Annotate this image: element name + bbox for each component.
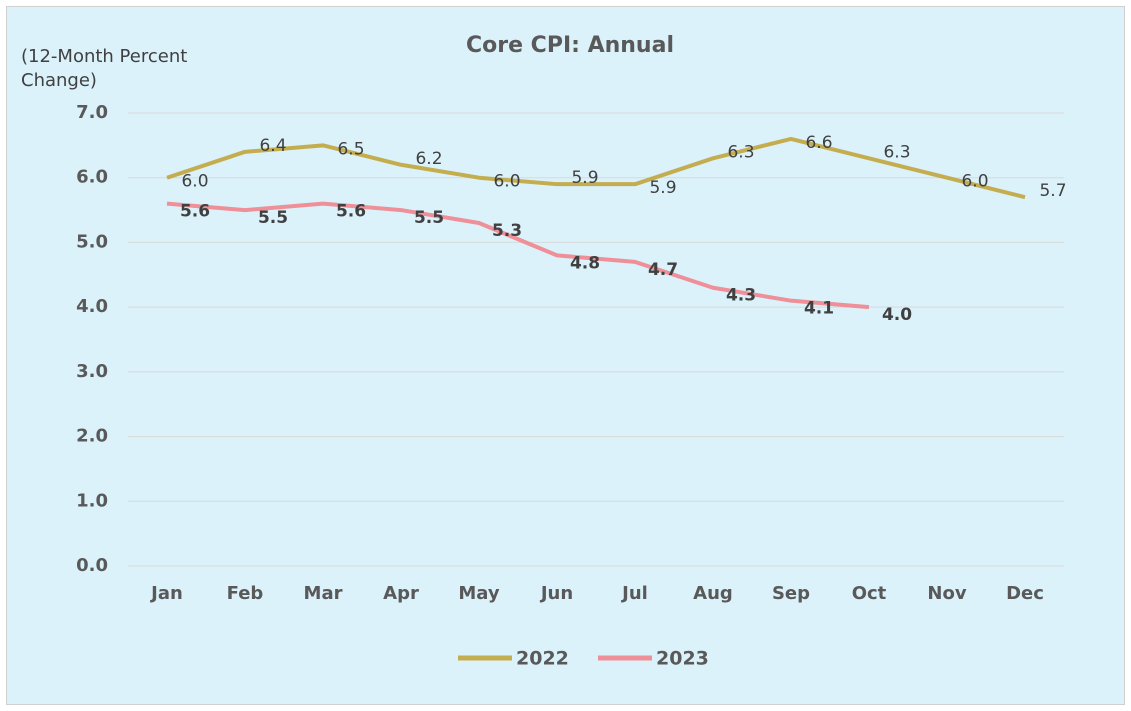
y-axis-label: (12-Month Percent Change) — [21, 46, 188, 91]
data-label: 6.5 — [337, 139, 364, 159]
x-tick-label: Sep — [772, 583, 810, 604]
y-tick-label: 7.0 — [76, 102, 108, 123]
legend-label: 2022 — [516, 648, 569, 670]
data-label: 5.6 — [180, 202, 210, 222]
y-tick-label: 6.0 — [76, 167, 108, 188]
data-label: 6.0 — [961, 172, 988, 192]
x-tick-label: Jun — [539, 583, 573, 604]
data-label: 6.6 — [805, 133, 832, 153]
line-series — [166, 136, 1026, 200]
data-label: 4.7 — [648, 260, 678, 280]
x-tick-label: Feb — [227, 583, 264, 604]
y-tick-label: 3.0 — [76, 361, 108, 382]
x-tick-label: Oct — [852, 583, 887, 604]
x-tick-label: Mar — [304, 583, 343, 604]
data-label: 6.0 — [181, 172, 208, 192]
data-label: 6.2 — [415, 149, 442, 169]
chart-title: Core CPI: Annual — [466, 33, 674, 58]
x-tick-label: Jan — [149, 583, 183, 604]
data-label: 5.3 — [492, 221, 522, 241]
y-tick-label: 0.0 — [76, 555, 108, 576]
data-label: 5.5 — [258, 208, 288, 228]
y-tick-label: 4.0 — [76, 296, 108, 317]
y-tick-label: 1.0 — [76, 490, 108, 511]
y-tick-label: 2.0 — [76, 426, 108, 447]
x-tick-label: Dec — [1006, 583, 1044, 604]
data-label: 4.1 — [804, 299, 834, 319]
x-tick-label: Aug — [693, 583, 733, 604]
line-series — [166, 201, 870, 310]
data-label: 5.7 — [1039, 181, 1066, 201]
legend-label: 2023 — [656, 648, 709, 670]
data-label: 6.0 — [493, 172, 520, 192]
x-tick-label: Nov — [927, 583, 966, 604]
y-tick-label: 5.0 — [76, 231, 108, 252]
x-tick-label: Jul — [620, 583, 648, 604]
data-label: 5.6 — [336, 202, 366, 222]
data-label: 4.3 — [726, 286, 756, 306]
data-label: 5.5 — [414, 208, 444, 228]
data-label: 6.3 — [727, 142, 754, 162]
x-tick-label: Apr — [383, 583, 419, 604]
data-label: 4.0 — [882, 305, 912, 325]
data-label: 6.3 — [883, 142, 910, 162]
background — [6, 6, 1125, 705]
data-label: 4.8 — [570, 253, 600, 273]
data-label: 6.4 — [259, 136, 286, 156]
data-label: 5.9 — [649, 178, 676, 198]
x-tick-label: May — [458, 583, 500, 604]
data-label: 5.9 — [571, 168, 598, 188]
